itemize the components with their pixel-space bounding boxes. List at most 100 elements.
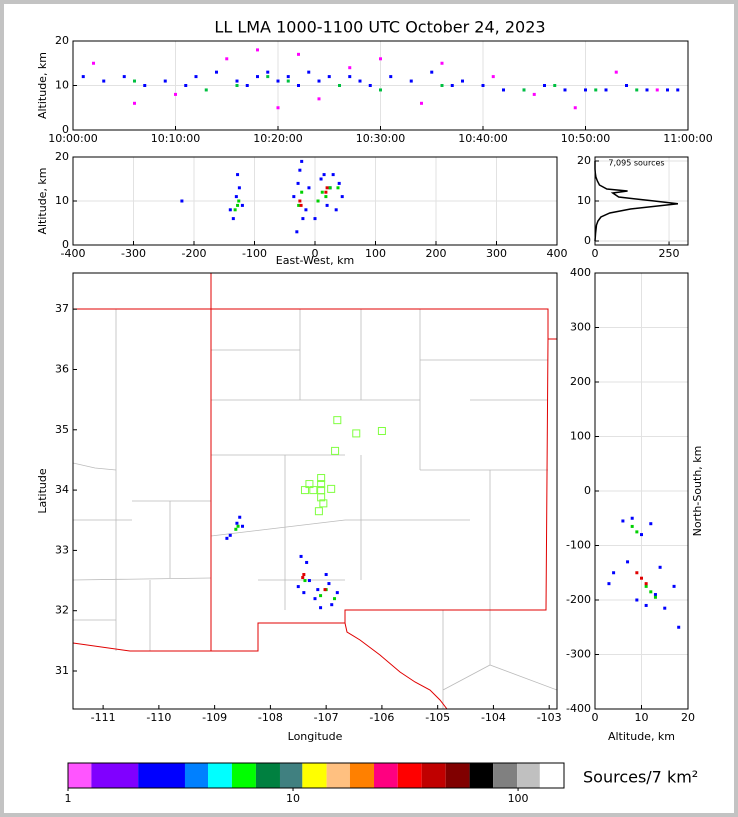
y-tick-label: 10 (55, 194, 69, 207)
axes-frame (594, 272, 689, 710)
source-point (368, 84, 372, 87)
y-tick-label: 0 (584, 234, 591, 247)
source-point (635, 88, 639, 92)
y-tick-label: 0 (584, 484, 591, 497)
station (314, 507, 323, 516)
color-bin (493, 763, 518, 788)
source-point (225, 57, 229, 61)
y-tick-label: -200 (566, 593, 591, 606)
source-point (335, 591, 339, 595)
source-point (327, 75, 331, 79)
source-point (236, 203, 240, 207)
x-tick-label: -107 (314, 711, 339, 724)
source-point (305, 560, 309, 564)
source-point (194, 75, 198, 79)
tick-label: 1 (65, 792, 72, 805)
source-point (532, 92, 536, 96)
source-point (180, 199, 184, 203)
source-point (553, 84, 557, 87)
source-point (649, 522, 653, 526)
y-tick-label: 0 (62, 238, 69, 251)
source-point (237, 186, 241, 190)
color-bin (138, 763, 185, 788)
color-bin (445, 763, 470, 788)
color-bin (374, 763, 398, 788)
x-axis-label: Longitude (288, 730, 343, 743)
source-point (143, 84, 147, 87)
source-point (625, 84, 628, 87)
source-point (481, 84, 485, 87)
source-point (297, 52, 300, 56)
y-tick-label: -100 (566, 539, 591, 552)
source-point (300, 159, 304, 163)
source-point (338, 84, 341, 87)
source-point (563, 88, 567, 92)
x-tick-label: 10:20:00 (253, 132, 302, 145)
source-point (313, 217, 317, 221)
y-tick-label: 35 (55, 423, 69, 436)
source-point (304, 208, 308, 212)
source-point (440, 61, 444, 65)
source-point (319, 594, 323, 598)
source-point (286, 75, 290, 79)
source-point (635, 598, 639, 602)
source-point (301, 217, 305, 221)
axes-frame (72, 272, 558, 710)
source-point (594, 88, 598, 92)
source-point (233, 208, 237, 212)
source-point (573, 106, 577, 110)
source-point (276, 106, 280, 110)
source-point (635, 571, 639, 575)
source-point (303, 579, 307, 583)
source-point (322, 173, 326, 177)
x-tick-label: 400 (547, 247, 568, 260)
source-point (316, 199, 320, 203)
y-tick-label: 300 (570, 321, 591, 334)
y-tick-label: 10 (55, 79, 69, 92)
source-point (266, 70, 270, 74)
source-point (313, 597, 317, 601)
source-point (225, 536, 229, 540)
axes-frame (72, 40, 689, 131)
station (309, 486, 318, 495)
source-point (238, 515, 242, 519)
source-point (522, 88, 526, 92)
color-bin (421, 763, 446, 788)
source-point (276, 79, 280, 83)
source-point (301, 576, 305, 580)
source-point (236, 524, 240, 528)
y-tick-label: -400 (566, 702, 591, 715)
source-point (630, 524, 634, 528)
x-tick-label: -100 (242, 247, 267, 260)
x-tick-label: 0 (592, 247, 599, 260)
source-point (122, 75, 126, 79)
source-point (655, 88, 659, 92)
source-point (621, 519, 625, 523)
source-point (420, 101, 423, 105)
x-tick-label: -105 (425, 711, 450, 724)
x-tick-label: 200 (426, 247, 447, 260)
source-point (81, 75, 85, 79)
source-point (336, 186, 340, 190)
source-point (102, 79, 106, 83)
y-tick-label: 0 (62, 123, 69, 136)
source-point (163, 79, 167, 83)
source-point (584, 88, 587, 92)
source-point (640, 576, 643, 580)
source-point (240, 203, 244, 207)
x-tick-label: -300 (121, 247, 146, 260)
source-point (237, 199, 241, 203)
source-point (184, 84, 188, 87)
source-point (640, 533, 643, 537)
station (317, 480, 326, 489)
source-point (295, 230, 299, 234)
source-point (215, 70, 218, 74)
x-tick-label: -200 (182, 247, 207, 260)
x-axis-label: Altitude, km (608, 730, 675, 743)
source-point (461, 79, 464, 83)
source-point (92, 61, 95, 65)
source-point (644, 603, 648, 607)
source-point (256, 75, 259, 79)
color-bin (349, 763, 375, 788)
source-point (297, 203, 301, 207)
